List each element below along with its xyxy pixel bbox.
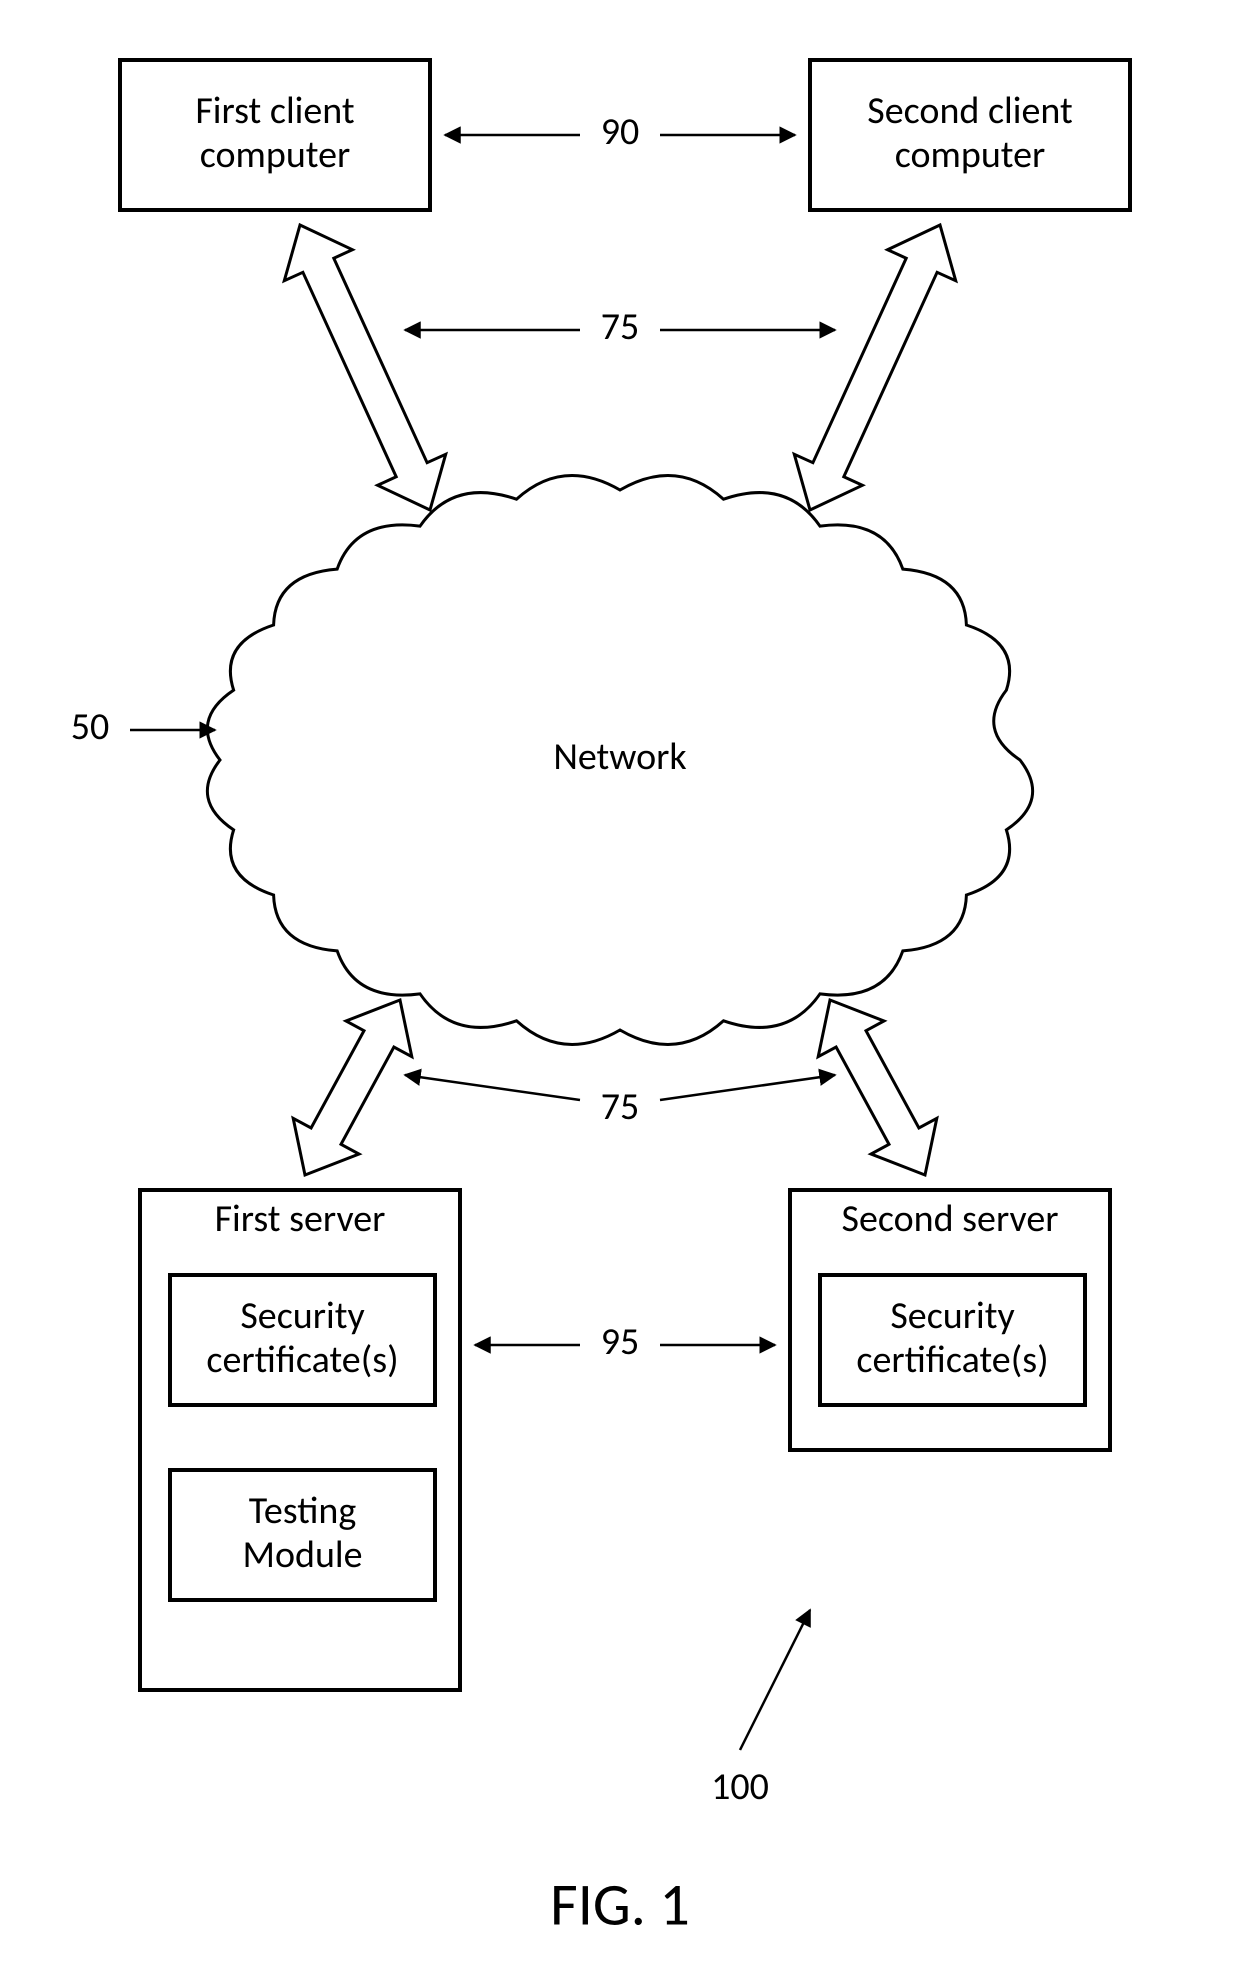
ref-label-90: 90 [601,109,640,155]
ref-arrow-3-1 [660,1075,835,1100]
ref-label-95: 95 [601,1319,640,1365]
ref-label-50: 50 [71,704,110,750]
first-client-label-line1: computer [200,132,351,178]
first-server-inner-0-label-line0: Security [240,1293,364,1339]
ref-label-100: 100 [711,1764,769,1810]
second-client-label-line0: Second client [867,88,1073,134]
ref-arrow-3-0 [405,1075,580,1100]
figure-label: FIG. 1 [550,1868,690,1941]
first-server-inner-0-label-line1: certificate(s) [206,1337,398,1383]
second-server-inner-0-label-line0: Security [890,1293,1014,1339]
first-server-inner-1-label-line1: Module [242,1532,362,1578]
first-server-title: First server [215,1196,386,1242]
first-client-label-line0: First client [195,88,355,134]
first-server-box [140,1190,460,1690]
ref-label-75: 75 [601,1084,640,1130]
ref-arrow-5-0 [740,1610,810,1750]
block-arrow-3 [818,1000,937,1175]
block-arrow-2 [293,1000,412,1175]
second-client-label-line1: computer [895,132,1046,178]
network-label: Network [553,734,686,780]
second-server-title: Second server [842,1196,1059,1242]
block-arrow-1 [794,225,955,510]
first-server-inner-1-label-line0: Testing [249,1488,357,1534]
block-arrow-0 [284,225,445,510]
ref-label-75: 75 [601,304,640,350]
second-server-inner-0-label-line1: certificate(s) [856,1337,1048,1383]
